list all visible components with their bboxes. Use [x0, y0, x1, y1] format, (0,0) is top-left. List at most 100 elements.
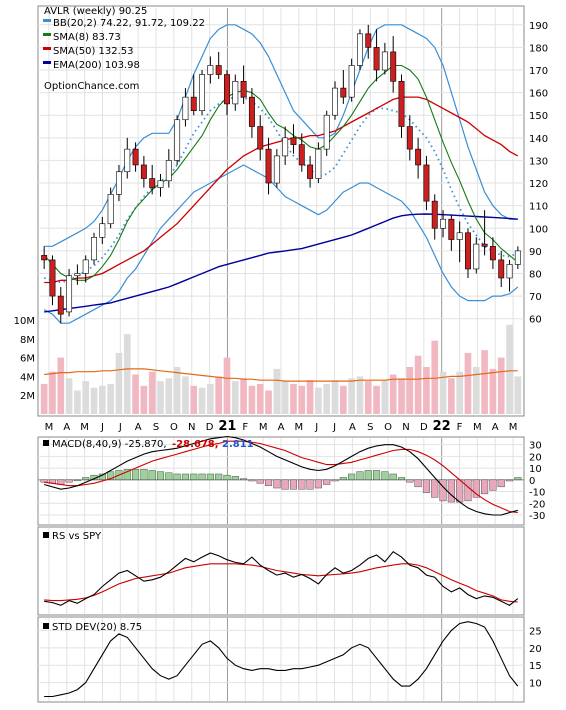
- volume-bar: [514, 376, 522, 414]
- price-tick-label: 160: [529, 89, 548, 100]
- volume-bar: [431, 340, 439, 414]
- volume-bar: [472, 367, 480, 414]
- volume-bar: [481, 350, 488, 414]
- std-tick-label: 20: [529, 644, 542, 655]
- macd-histogram-bar: [132, 469, 140, 481]
- macd-histogram-bar: [265, 479, 273, 486]
- month-tick-label: A: [349, 422, 356, 433]
- volume-tick-label: 8M: [20, 335, 35, 346]
- macd-histogram-bar: [206, 473, 214, 481]
- price-tick-label: 150: [529, 111, 548, 122]
- macd-tick-label: -10: [529, 488, 545, 499]
- volume-bar: [273, 368, 281, 414]
- macd-tick-label: -20: [529, 499, 545, 510]
- candle-up: [66, 275, 73, 313]
- macd-histogram-bar: [65, 479, 73, 483]
- volume-bar: [340, 385, 347, 414]
- volume-bar: [90, 387, 98, 414]
- volume-bar: [331, 380, 339, 414]
- volume-bar: [173, 367, 181, 414]
- volume-bars: [40, 324, 522, 414]
- macd-histogram-bar: [173, 473, 181, 481]
- volume-bar: [107, 383, 114, 414]
- macd-line: [44, 435, 518, 516]
- candle-up: [165, 160, 172, 182]
- std-tick-label: 10: [529, 679, 542, 690]
- bollinger-bands: [43, 24, 519, 324]
- price-grid: [38, 8, 524, 414]
- volume-bar: [315, 387, 322, 414]
- std-line: [44, 621, 519, 698]
- macd-histogram-bar: [381, 471, 389, 481]
- candle-up: [207, 65, 214, 75]
- candle-down: [307, 164, 314, 179]
- month-tick-label: N: [188, 422, 195, 433]
- legend-entry: SMA(50) 132.53: [53, 46, 134, 57]
- volume-bar: [356, 376, 364, 414]
- volume-bar: [298, 385, 306, 414]
- candle-down: [340, 87, 347, 98]
- macd-histogram-bar: [165, 472, 173, 481]
- macd-histogram-bar: [240, 478, 248, 481]
- volume-bar: [348, 378, 355, 414]
- macd-histogram-bar: [422, 479, 430, 493]
- candle-up: [232, 81, 239, 105]
- candle-up: [99, 223, 106, 238]
- candle-down: [224, 74, 230, 105]
- month-tick-label: A: [278, 422, 285, 433]
- std-marker: [43, 623, 49, 629]
- month-tick-label: M: [45, 422, 54, 433]
- month-tick-label: M: [473, 422, 482, 433]
- macd-histogram-bar: [123, 469, 131, 481]
- candle-down: [215, 65, 222, 75]
- price-tick-label: 60: [529, 315, 542, 326]
- volume-bar: [40, 383, 48, 414]
- price-tick-label: 100: [529, 224, 548, 235]
- candle-down: [398, 81, 405, 127]
- volume-bar: [256, 383, 264, 414]
- volume-bar: [223, 357, 231, 414]
- candle-up: [381, 51, 388, 71]
- macd-histogram-bar: [148, 470, 156, 481]
- macd-histogram-bar: [472, 479, 480, 498]
- macd-tick-label: 30: [529, 441, 542, 452]
- volume-tick-label: 4M: [20, 372, 35, 383]
- volume-bar: [65, 378, 73, 414]
- candle-down: [290, 137, 297, 145]
- candle-down: [265, 148, 272, 184]
- volume-bar: [398, 378, 405, 414]
- macd-histogram-bar: [331, 479, 339, 482]
- month-tick-label: M: [295, 422, 304, 433]
- macd-histogram-bar: [248, 479, 256, 482]
- macd-histogram-bar: [181, 473, 189, 481]
- month-tick-label: A: [135, 422, 142, 433]
- candle-up: [282, 137, 289, 157]
- volume-tick-label: 6M: [20, 354, 35, 365]
- macd-histogram-bar: [156, 471, 165, 481]
- sma50-line: [44, 96, 519, 284]
- macd-tick-label: 0: [529, 476, 535, 487]
- candle-down: [406, 126, 413, 150]
- volume-bar: [157, 381, 164, 414]
- candle-down: [365, 33, 372, 48]
- volume-bar: [381, 380, 389, 414]
- macd-histogram-bar: [389, 473, 397, 481]
- candle-down: [41, 255, 48, 261]
- macd-hist-label: 2.811: [222, 439, 254, 450]
- std-axis: 25 20 15 10: [529, 626, 542, 689]
- month-tick-label: O: [170, 422, 178, 433]
- month-tick-label: O: [384, 422, 392, 433]
- volume-bar: [323, 383, 331, 414]
- volume-bar: [464, 352, 472, 414]
- volume-bar: [190, 385, 198, 414]
- volume-bar: [265, 390, 272, 414]
- legend-swatch: [43, 61, 51, 64]
- macd-histogram-bar: [431, 479, 439, 498]
- candle-up: [323, 114, 330, 150]
- macd-histogram-bar: [314, 479, 322, 489]
- volume-bar: [148, 371, 156, 414]
- candle-down: [431, 200, 438, 229]
- price-tick-label: 180: [529, 43, 548, 54]
